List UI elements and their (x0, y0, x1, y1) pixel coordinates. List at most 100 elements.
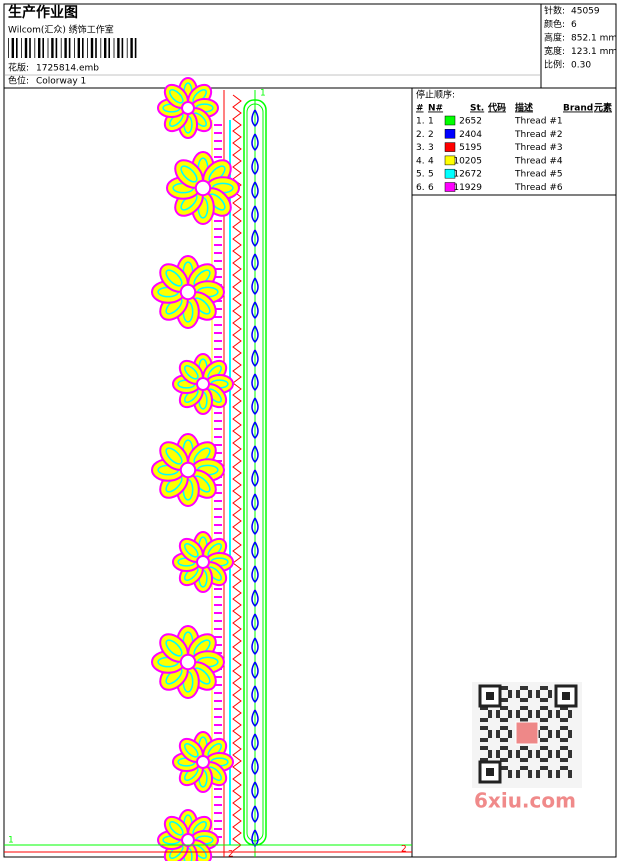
color-swatch (444, 168, 456, 179)
qr-cell (564, 766, 568, 770)
qr-cell (540, 738, 544, 742)
qr-cell (524, 746, 528, 750)
qr-cell (508, 774, 512, 778)
qr-cell (560, 746, 564, 750)
qr-cell (544, 726, 548, 730)
qr-cell (516, 690, 520, 694)
qr-cell (500, 766, 504, 770)
colorway-label: 色位: (8, 75, 29, 87)
flower (166, 151, 240, 225)
colorway: Colorway 1 (36, 77, 86, 87)
row-desc: Thread #2 (514, 130, 563, 140)
teardrop (251, 253, 259, 272)
qr-cell (520, 766, 524, 770)
qr-cell (524, 698, 528, 702)
qr-cell (524, 766, 528, 770)
info-label: 高度: (544, 32, 565, 44)
flower-center (179, 653, 197, 671)
bar-stroke (74, 38, 75, 58)
qr-cell (500, 758, 504, 762)
row-number: 3. (416, 143, 425, 153)
qr-cell (516, 754, 520, 758)
qr-cell (504, 738, 508, 742)
qr-cell (568, 770, 572, 774)
qr-cell (504, 766, 508, 770)
teardrop (251, 613, 259, 632)
qr-logo (515, 721, 539, 745)
bar-stroke (108, 38, 110, 58)
qr-cell (504, 758, 508, 762)
qr-cell (568, 710, 572, 714)
qr-cell (560, 726, 564, 730)
qr-cell (520, 746, 524, 750)
qr-cell (548, 750, 552, 754)
qr-cell (516, 714, 520, 718)
row-id: 1 (428, 117, 434, 127)
qr-cell (560, 706, 564, 710)
bar-stroke (34, 38, 36, 58)
row-id: 5 (428, 170, 434, 180)
table-caption: 停止顺序: (416, 89, 455, 101)
qr-cell (496, 710, 500, 714)
qr-code (472, 682, 582, 788)
qr-cell (556, 774, 560, 778)
qr-cell (536, 770, 540, 774)
bar-stroke (60, 38, 62, 58)
info-value: 852.1 mm (571, 34, 617, 44)
qr-cell (560, 718, 564, 722)
bar-stroke (90, 38, 94, 58)
qr-cell (528, 750, 532, 754)
qr-cell (560, 738, 564, 742)
teardrop (251, 325, 259, 344)
bar-stroke (87, 38, 88, 58)
info-value: 45059 (571, 7, 600, 17)
flower-center (181, 833, 195, 847)
qr-cell (508, 754, 512, 758)
qr-cell (488, 754, 492, 758)
qr-cell (540, 726, 544, 730)
column-header: 描述 (515, 102, 533, 114)
teardrop (251, 109, 259, 128)
qr-cell (484, 738, 488, 742)
petal-inner (165, 269, 183, 287)
marker: 1 (260, 89, 266, 99)
column-header: 代码 (487, 102, 506, 114)
qr-cell (556, 734, 560, 738)
zigzag (232, 94, 242, 852)
info-label: 宽度: (544, 45, 565, 57)
qr-cell (480, 718, 484, 722)
qr-cell (564, 738, 568, 742)
qr-cell (544, 686, 548, 690)
bar-stroke (21, 38, 22, 58)
qr-cell (528, 754, 532, 758)
flower (157, 809, 219, 861)
qr-cell (544, 746, 548, 750)
qr-cell (508, 694, 512, 698)
teardrop (251, 373, 259, 392)
color-swatch (444, 115, 456, 126)
title: 生产作业图 (8, 4, 78, 21)
qr-cell (548, 710, 552, 714)
qr-cell (524, 758, 528, 762)
row-code: 10205 (453, 156, 482, 166)
qr-cell (560, 758, 564, 762)
qr-cell (548, 714, 552, 718)
qr-cell (544, 766, 548, 770)
teardrop (251, 733, 259, 752)
qr-cell (556, 730, 560, 734)
teardrop (251, 181, 259, 200)
teardrop (251, 277, 259, 296)
qr-cell (540, 758, 544, 762)
qr-cell (544, 706, 548, 710)
row-number: 6. (416, 183, 425, 193)
qr-cell (564, 718, 568, 722)
row-code: 12672 (453, 170, 482, 180)
qr-cell (504, 698, 508, 702)
teardrop (251, 541, 259, 560)
qr-cell (496, 754, 500, 758)
qr-cell (508, 730, 512, 734)
qr-cell (544, 718, 548, 722)
qr-cell (496, 750, 500, 754)
qr-cell (500, 746, 504, 750)
bar-stroke (134, 38, 137, 58)
